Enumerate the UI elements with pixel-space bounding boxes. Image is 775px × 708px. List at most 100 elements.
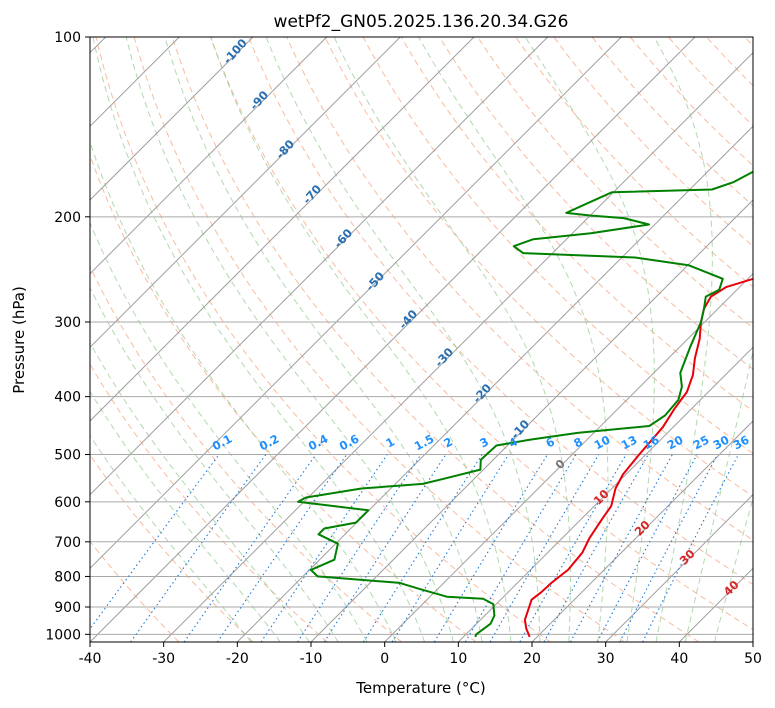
dry-adiabat-label: -30 (432, 345, 456, 370)
mixing-ratio-line (569, 454, 673, 642)
dry-adiabat-line (744, 37, 753, 47)
dry-adiabat-line (438, 37, 753, 370)
moist-adiabat-line (90, 341, 310, 642)
moist-adiabat-label: 40 (721, 578, 742, 599)
dry-adiabat-line (90, 363, 328, 642)
moist-adiabat-line (125, 37, 454, 642)
dry-adiabat-line (706, 37, 753, 87)
line-annotations: 0.1 0.2 0.4 0.6 1 1.5 2 3 4 6 8 10 13 16 20 25 30 36-100-… (210, 36, 752, 599)
mixing-ratio-label: 30 (711, 433, 732, 453)
mixing-ratio-label: 0.1 (210, 432, 235, 454)
background-lines (90, 37, 753, 642)
y-tick-label: 900 (54, 600, 81, 616)
dry-adiabat-label: -80 (273, 137, 297, 162)
dry-adiabat-line (95, 37, 551, 642)
moist-adiabat-line (265, 37, 541, 642)
dry-adiabat-line (362, 37, 753, 455)
y-tick-label: 700 (54, 535, 81, 551)
mixing-ratio-line (519, 454, 627, 642)
dry-adiabat-line (90, 265, 403, 642)
sounding-lines (297, 170, 753, 638)
dry-adiabat-line (133, 37, 625, 642)
x-tick-label: 10 (449, 651, 467, 667)
dry-adiabat-line (400, 37, 753, 412)
dry-adiabat-line (553, 37, 753, 247)
dry-adiabat-label: -60 (331, 226, 355, 251)
moist-adiabat-line (333, 37, 571, 642)
dry-adiabat-line (90, 153, 477, 642)
mixing-ratio-label: 8 (571, 434, 585, 450)
isotherm-line (605, 493, 753, 642)
mixing-ratio-label: 1 (383, 434, 397, 450)
dry-adiabat-line (90, 453, 254, 642)
dry-adiabat-line (248, 37, 753, 586)
moist-adiabat-label: 10 (591, 487, 612, 508)
y-tick-label: 100 (54, 30, 81, 46)
isotherm-line (90, 37, 401, 349)
x-tick-label: 30 (597, 651, 615, 667)
moist-adiabat-line (714, 496, 753, 642)
isotherm-line (90, 37, 696, 642)
dry-adiabat-line (477, 37, 753, 329)
isotherm-line (90, 37, 549, 496)
moist-adiabat-line (90, 434, 252, 642)
moist-adiabat-label: 0 (552, 456, 568, 472)
y-tick-label: 600 (54, 495, 81, 511)
isotherm-line (310, 199, 753, 642)
mixing-ratio-line (362, 454, 483, 642)
moist-adiabat-label: 30 (677, 547, 698, 568)
mixing-ratio-label: 10 (592, 433, 613, 453)
mixing-ratio-label: 36 (731, 433, 752, 453)
moist-adiabat-line (418, 37, 609, 642)
mixing-ratio-line (297, 454, 422, 642)
y-tick-label: 1000 (45, 627, 81, 643)
mixing-ratio-label: 25 (691, 433, 712, 453)
moist-adiabat-line (210, 37, 512, 642)
mixing-ratio-line (216, 454, 348, 642)
moist-adiabat-line (90, 286, 339, 642)
dry-adiabat-line (591, 37, 753, 207)
moist-adiabat-line (90, 221, 368, 642)
mixing-ratio-line (90, 454, 220, 630)
mixing-ratio-label: 0.2 (257, 432, 282, 454)
dry-adiabat-label: -70 (300, 182, 324, 207)
dry-adiabat-line (515, 37, 753, 288)
mixing-ratio-line (596, 454, 698, 642)
dry-adiabat-label: -40 (396, 307, 420, 332)
x-tick-label: -10 (300, 651, 323, 667)
y-tick-label: 200 (54, 210, 81, 226)
moist-adiabat-line (92, 37, 426, 642)
mixing-ratio-label: 16 (641, 433, 662, 453)
isotherm-line (752, 641, 753, 642)
x-tick-label: -20 (226, 651, 249, 667)
y-tick-label: 800 (54, 569, 81, 585)
isotherm-line (236, 125, 753, 642)
dry-adiabat-line (210, 37, 753, 631)
isotherm-line (163, 51, 753, 642)
mixing-ratio-line (391, 454, 510, 642)
chart-title: wetPf2_GN05.2025.136.20.34.G26 (274, 12, 569, 32)
moist-adiabat-line (90, 140, 397, 642)
x-axis-ticks: -40 -30 -20 -10 0 10 20 30 40 50 (79, 642, 762, 667)
isotherm-line (90, 37, 475, 422)
mixing-ratio-label: 2 (441, 434, 455, 450)
mixing-ratio-line (619, 454, 719, 642)
dry-adiabat-label: -90 (247, 88, 271, 113)
plot-frame (89, 36, 754, 643)
moist-adiabat-line (90, 390, 281, 642)
moist-adiabat-label: 20 (632, 518, 653, 539)
x-tick-label: 40 (670, 651, 688, 667)
mixing-ratio-label: 1.5 (412, 432, 437, 454)
dry-adiabat-label: -20 (470, 381, 494, 406)
y-tick-label: 500 (54, 448, 81, 464)
mixing-ratio-label: 20 (665, 433, 686, 453)
mixing-ratio-line (260, 454, 388, 642)
mixing-ratio-label: 0.6 (337, 432, 362, 454)
x-tick-label: 50 (744, 651, 762, 667)
dry-adiabat-label: -50 (363, 269, 387, 294)
y-tick-label: 300 (54, 315, 81, 331)
x-tick-label: -40 (79, 651, 102, 667)
mixing-ratio-line (433, 454, 548, 642)
isotherm-line (457, 346, 753, 642)
